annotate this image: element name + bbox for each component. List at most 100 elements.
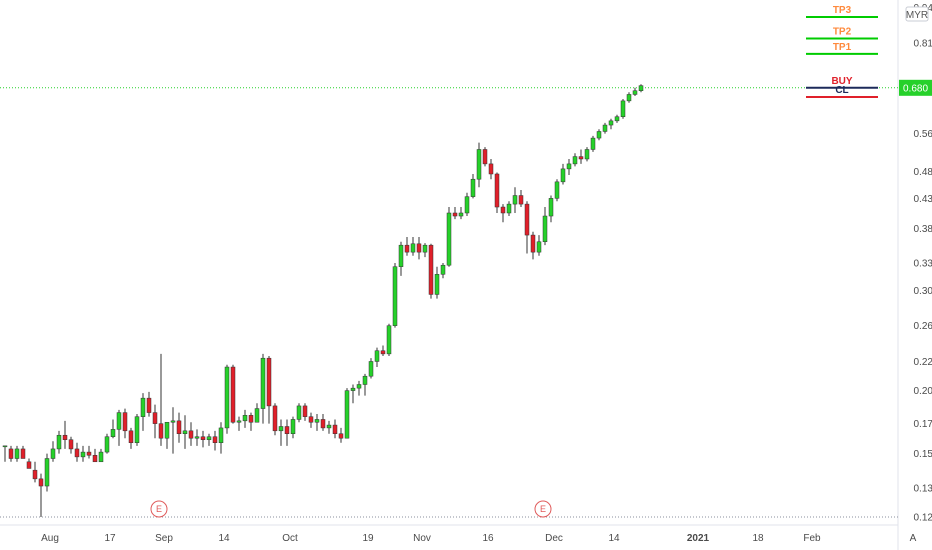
event-marker bbox=[150, 500, 168, 518]
candle-body bbox=[290, 419, 296, 434]
candle-body bbox=[470, 178, 476, 197]
candle-body bbox=[272, 405, 278, 432]
candle-body bbox=[332, 424, 338, 434]
x-tick-label: Oct bbox=[282, 533, 298, 544]
candle-body bbox=[542, 215, 548, 243]
x-tick-label: Sep bbox=[155, 533, 173, 544]
current-price-label: 0.680 bbox=[903, 83, 928, 94]
event-marker-label: E bbox=[156, 504, 162, 514]
candle-body bbox=[590, 137, 596, 150]
level-label-tp2: TP2 bbox=[833, 26, 852, 37]
candle-body bbox=[176, 420, 182, 434]
candle-body bbox=[98, 451, 104, 463]
candle-body bbox=[218, 427, 224, 443]
event-marker bbox=[534, 500, 552, 518]
candle-body bbox=[50, 448, 56, 459]
candle-body bbox=[182, 430, 188, 434]
candle-body bbox=[254, 408, 260, 423]
level-label-buy: BUY bbox=[831, 76, 852, 87]
x-tick-label: 18 bbox=[752, 533, 764, 544]
level-label-tp3: TP3 bbox=[833, 5, 852, 16]
candle-body bbox=[554, 181, 560, 199]
candle-body bbox=[608, 120, 614, 126]
candle-body bbox=[14, 448, 20, 459]
candle-body bbox=[572, 156, 578, 165]
candle-body bbox=[140, 397, 146, 417]
x-tick-label: 14 bbox=[608, 533, 620, 544]
candle-body bbox=[278, 426, 284, 432]
candle-body bbox=[488, 163, 494, 175]
x-tick-label: 2021 bbox=[687, 533, 710, 544]
candle-body bbox=[32, 469, 38, 480]
candle-body bbox=[26, 461, 32, 469]
candle-body bbox=[602, 124, 608, 132]
candle-body bbox=[152, 412, 158, 424]
candle-body bbox=[92, 455, 98, 463]
candle-body bbox=[20, 448, 26, 459]
candle-body bbox=[566, 163, 572, 170]
x-tick-label: Nov bbox=[413, 533, 431, 544]
candle-body bbox=[188, 430, 194, 439]
candle-body bbox=[464, 196, 470, 214]
candle-body bbox=[500, 206, 506, 214]
candle-body bbox=[320, 419, 326, 429]
candle-body bbox=[494, 173, 500, 208]
candle-body bbox=[38, 478, 44, 487]
candle-body bbox=[398, 244, 404, 267]
x-tick-label: Aug bbox=[41, 533, 59, 544]
candle-body bbox=[194, 436, 200, 439]
candle-body bbox=[2, 445, 8, 448]
y-tick-label: 0.135 bbox=[913, 483, 932, 494]
y-tick-label: 0.120 bbox=[913, 513, 932, 524]
candle-body bbox=[410, 243, 416, 253]
candle-body bbox=[374, 350, 380, 362]
candle-body bbox=[134, 416, 140, 443]
candle-body bbox=[200, 436, 206, 440]
x-tick-label: Dec bbox=[545, 533, 563, 544]
candle-body bbox=[362, 375, 368, 385]
candle-body bbox=[260, 357, 266, 409]
candle-body bbox=[266, 357, 272, 407]
event-marker-label: E bbox=[540, 504, 546, 514]
candle-body bbox=[206, 436, 212, 440]
currency-label: MYR bbox=[906, 10, 928, 21]
x-tick-label: 14 bbox=[218, 533, 230, 544]
candle-body bbox=[584, 149, 590, 160]
candle-body bbox=[170, 420, 176, 423]
candle-body bbox=[122, 412, 128, 432]
candle-body bbox=[482, 149, 488, 165]
candle-body bbox=[110, 429, 116, 437]
y-tick-label: 0.155 bbox=[913, 449, 932, 460]
candle-body bbox=[548, 198, 554, 217]
candle-body bbox=[104, 436, 110, 453]
candle-body bbox=[434, 274, 440, 295]
candle-body bbox=[62, 434, 68, 440]
y-tick-label: 0.175 bbox=[913, 419, 932, 430]
candle-body bbox=[248, 415, 254, 423]
candle-body bbox=[524, 203, 530, 236]
candle-body bbox=[632, 90, 638, 95]
level-label-cl: CL bbox=[835, 85, 848, 96]
candle-body bbox=[392, 266, 398, 326]
candle-body bbox=[326, 424, 332, 429]
candle-body bbox=[128, 430, 134, 443]
candle-body bbox=[296, 405, 302, 420]
candle-body bbox=[512, 195, 518, 205]
candle-body bbox=[344, 390, 350, 439]
y-tick-label: 0.565 bbox=[913, 129, 932, 140]
x-tick-label: Feb bbox=[803, 533, 821, 544]
y-tick-label: 0.225 bbox=[913, 357, 932, 368]
candle-body bbox=[476, 149, 482, 180]
candle-body bbox=[314, 419, 320, 423]
auto-scale-button[interactable]: A bbox=[910, 533, 917, 544]
candle-body bbox=[44, 458, 50, 487]
candle-body bbox=[506, 203, 512, 214]
candle-body bbox=[578, 156, 584, 160]
candle-body bbox=[614, 116, 620, 122]
candle-body bbox=[224, 366, 230, 429]
y-tick-label: 0.260 bbox=[913, 321, 932, 332]
candle-body bbox=[518, 195, 524, 205]
candle-body bbox=[626, 94, 632, 102]
candle-body bbox=[230, 366, 236, 423]
